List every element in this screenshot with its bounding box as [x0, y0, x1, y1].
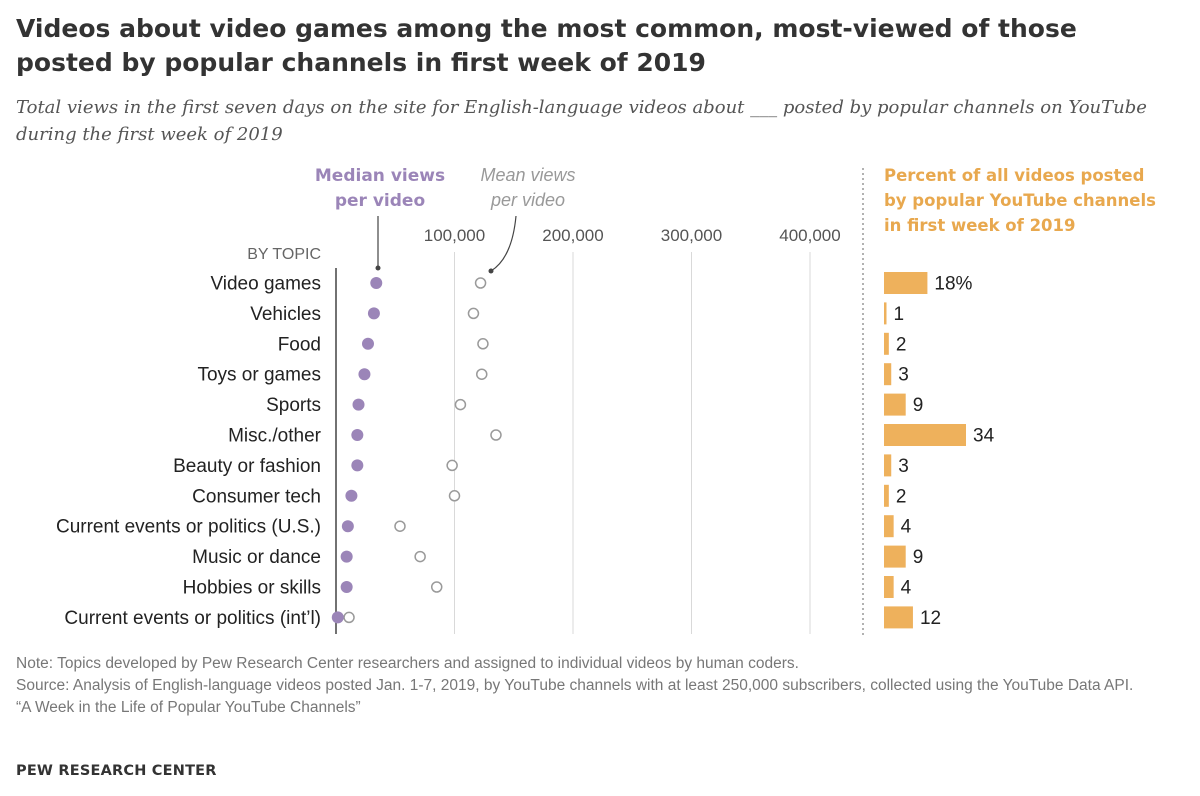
x-tick-label: 300,000 — [661, 226, 722, 245]
chart-title: Videos about video games among the most … — [16, 14, 1077, 77]
note-text: Note: Topics developed by Pew Research C… — [16, 655, 799, 672]
x-axis-ticks: 100,000 200,000 300,000 400,000 — [424, 226, 841, 245]
median-point — [345, 489, 358, 502]
percent-bar — [884, 545, 906, 568]
mean-point — [454, 398, 467, 411]
percent-bar — [884, 454, 892, 477]
category-label: Toys or games — [197, 365, 321, 386]
category-label: Current events or politics (int’l) — [64, 608, 321, 629]
median-point — [358, 368, 371, 381]
percent-bar — [884, 363, 892, 386]
x-tick-label: 100,000 — [424, 226, 485, 245]
mean-legend-pointer-dot — [488, 268, 494, 274]
median-legend-line1: Median views — [315, 166, 445, 186]
median-point — [341, 520, 354, 533]
gridlines — [454, 252, 811, 634]
mean-legend-line2: per video — [490, 190, 565, 210]
percent-legend-line1: Percent of all videos posted — [884, 166, 1144, 185]
percent-bar-label: 3 — [898, 456, 909, 477]
median-point — [340, 550, 353, 563]
percent-bar-label: 12 — [920, 608, 941, 629]
median-point — [351, 429, 364, 441]
category-label: Beauty or fashion — [173, 456, 321, 477]
category-label: Hobbies or skills — [183, 578, 321, 599]
brand-logo-text: PEW RESEARCH CENTER — [16, 763, 217, 779]
percent-bar-label: 4 — [901, 578, 912, 599]
percent-bar-label: 3 — [898, 365, 909, 386]
percent-legend-line3: in first week of 2019 — [884, 216, 1076, 235]
category-label: Current events or politics (U.S.) — [56, 517, 321, 538]
percent-bar — [884, 576, 894, 598]
mean-point — [446, 459, 458, 472]
median-point — [361, 337, 374, 350]
percent-legend-line2: by popular YouTube channels — [884, 191, 1156, 210]
median-point — [331, 611, 344, 624]
category-label: Music or dance — [192, 547, 321, 568]
chart-area: Median views per video Mean views per vi… — [56, 165, 1156, 636]
percent-bar — [884, 424, 966, 446]
category-label: Misc./other — [228, 426, 322, 447]
category-label: Vehicles — [250, 304, 321, 325]
mean-point — [490, 429, 502, 441]
percent-bar-label: 2 — [896, 334, 907, 355]
median-point — [367, 307, 380, 320]
group-label: BY TOPIC — [247, 246, 321, 263]
category-label: Food — [278, 334, 321, 355]
percent-bar — [884, 332, 889, 355]
mean-point — [476, 368, 488, 380]
median-point — [352, 398, 365, 411]
chart-subtitle: Total views in the first seven days on t… — [16, 97, 1147, 145]
percent-bar-label: 9 — [913, 395, 924, 416]
notes: Note: Topics developed by Pew Research C… — [16, 653, 1176, 719]
mean-point — [467, 307, 480, 320]
percent-bar-label: 9 — [913, 547, 924, 568]
mean-points — [343, 277, 502, 624]
mean-point — [343, 611, 355, 624]
median-point — [351, 459, 364, 472]
category-labels: Video games Vehicles Food Toys or games Spor… — [56, 274, 322, 629]
mean-point — [474, 277, 487, 289]
mean-point — [477, 338, 489, 350]
percent-bar-label: 34 — [973, 426, 995, 447]
mean-point — [430, 581, 443, 593]
source-text: Source: Analysis of English-language vid… — [16, 677, 1134, 694]
percent-bar — [884, 515, 894, 538]
mean-point — [448, 490, 461, 502]
report-title: “A Week in the Life of Popular YouTube C… — [16, 699, 361, 716]
mean-point — [394, 520, 406, 532]
median-legend-line2: per video — [335, 191, 425, 211]
percent-bar — [884, 393, 906, 416]
mean-point — [414, 550, 426, 563]
median-points — [331, 277, 383, 624]
percent-bar-label: 18% — [934, 274, 972, 295]
mean-legend-pointer — [490, 215, 517, 272]
median-point — [370, 277, 383, 289]
percent-bar — [884, 606, 913, 629]
percent-bar — [884, 484, 889, 507]
median-legend-pointer-dot — [375, 265, 381, 271]
median-point — [340, 581, 353, 593]
mean-legend-line1: Mean views — [480, 165, 575, 185]
x-tick-label: 200,000 — [542, 226, 603, 245]
percent-bar — [884, 302, 887, 325]
category-label: Video games — [210, 274, 321, 295]
x-tick-label: 400,000 — [779, 226, 840, 245]
percent-bar-label: 2 — [896, 486, 907, 507]
percent-bar — [884, 272, 928, 294]
percent-bar-label: 4 — [901, 517, 912, 538]
category-label: Sports — [266, 395, 321, 416]
percent-bar-label: 1 — [894, 304, 905, 325]
category-label: Consumer tech — [192, 486, 321, 507]
